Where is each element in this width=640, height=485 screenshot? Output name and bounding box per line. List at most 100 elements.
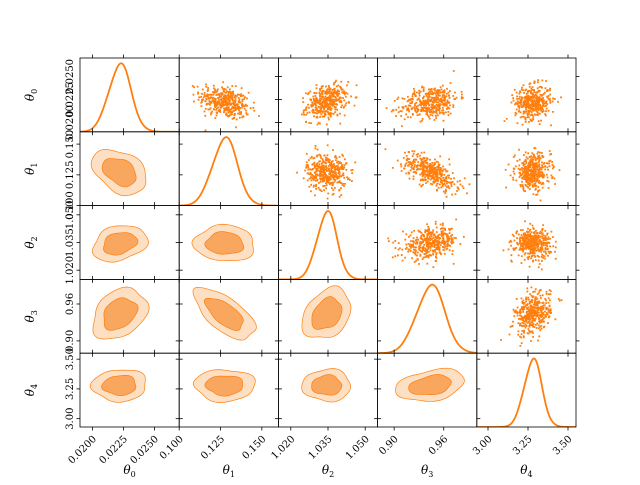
scatter-point bbox=[196, 85, 199, 88]
scatter-point bbox=[541, 228, 544, 231]
scatter-point bbox=[428, 169, 431, 172]
scatter-point bbox=[540, 316, 543, 319]
scatter-point bbox=[505, 117, 508, 120]
scatter-point bbox=[351, 169, 354, 171]
scatter-point bbox=[534, 157, 537, 160]
y-tick-label: 3.00 bbox=[65, 408, 76, 430]
scatter-point bbox=[446, 237, 449, 240]
scatter-point bbox=[325, 85, 327, 88]
scatter-point bbox=[322, 174, 325, 177]
scatter-point bbox=[214, 104, 216, 107]
scatter-point bbox=[549, 250, 552, 253]
scatter-point bbox=[547, 254, 549, 257]
scatter-point bbox=[440, 172, 443, 175]
scatter-point bbox=[314, 112, 317, 114]
scatter-point bbox=[446, 180, 448, 183]
scatter-point bbox=[540, 86, 543, 88]
scatter-point bbox=[526, 170, 528, 173]
scatter-point bbox=[234, 96, 237, 99]
scatter-point bbox=[433, 246, 436, 248]
scatter-point bbox=[532, 323, 535, 326]
scatter-point bbox=[448, 174, 450, 177]
scatter-point bbox=[406, 157, 409, 160]
scatter-point bbox=[327, 160, 330, 163]
scatter-point bbox=[340, 88, 343, 91]
scatter-point bbox=[527, 177, 530, 180]
scatter-point bbox=[423, 172, 425, 174]
scatter-point bbox=[232, 90, 234, 93]
scatter-point bbox=[336, 89, 339, 92]
scatter-point bbox=[324, 112, 326, 115]
scatter-point bbox=[347, 177, 350, 180]
scatter-point bbox=[537, 339, 539, 342]
x-tick-label: 3.50 bbox=[551, 434, 575, 458]
scatter-point bbox=[334, 96, 337, 99]
scatter-point bbox=[333, 106, 336, 108]
scatter-point bbox=[226, 90, 228, 93]
scatter-point bbox=[430, 106, 433, 109]
scatter-point bbox=[522, 188, 525, 190]
scatter-point bbox=[523, 325, 526, 327]
scatter-point bbox=[327, 108, 330, 111]
scatter-point bbox=[525, 180, 527, 183]
scatter-point bbox=[459, 179, 461, 182]
scatter-point bbox=[540, 321, 543, 324]
scatter-point bbox=[421, 175, 424, 178]
scatter-point bbox=[228, 90, 231, 93]
scatter-point bbox=[203, 93, 206, 96]
scatter-point bbox=[213, 92, 216, 95]
scatter-point bbox=[444, 229, 447, 231]
scatter-point bbox=[305, 92, 307, 95]
scatter-point bbox=[450, 239, 453, 242]
scatter-point bbox=[529, 318, 531, 321]
scatter-point bbox=[441, 94, 444, 96]
scatter-point bbox=[330, 187, 333, 190]
scatter-point bbox=[547, 236, 550, 239]
scatter-point bbox=[216, 107, 218, 110]
scatter-point bbox=[333, 164, 335, 167]
scatter-point bbox=[446, 243, 449, 246]
scatter-point bbox=[414, 95, 417, 98]
scatter-point bbox=[241, 102, 244, 105]
scatter-point bbox=[516, 311, 519, 314]
scatter-point bbox=[417, 238, 420, 241]
scatter-point bbox=[407, 235, 410, 238]
scatter-point bbox=[321, 161, 324, 164]
scatter-point bbox=[525, 156, 528, 159]
scatter-point bbox=[534, 169, 536, 172]
scatter-point bbox=[311, 167, 314, 170]
scatter-point bbox=[547, 95, 550, 97]
scatter-point bbox=[325, 170, 328, 172]
scatter-point bbox=[529, 239, 532, 242]
scatter-point bbox=[539, 329, 542, 332]
scatter-point bbox=[410, 108, 413, 111]
scatter-point bbox=[452, 262, 455, 265]
scatter-point bbox=[318, 163, 321, 166]
scatter-point bbox=[341, 88, 344, 91]
contour-inner-theta4-theta0 bbox=[101, 375, 137, 397]
scatter-point bbox=[531, 104, 534, 107]
scatter-point bbox=[515, 102, 517, 105]
scatter-point bbox=[214, 103, 217, 105]
scatter-point bbox=[232, 93, 235, 95]
scatter-point bbox=[529, 248, 532, 251]
scatter-point bbox=[545, 308, 548, 311]
scatter-point bbox=[540, 97, 543, 100]
scatter-point bbox=[447, 176, 450, 179]
label-base: θ bbox=[123, 463, 131, 477]
scatter-point bbox=[331, 94, 334, 97]
scatter-point bbox=[445, 176, 448, 178]
scatter-point bbox=[321, 180, 324, 183]
scatter-point bbox=[530, 314, 532, 316]
scatter-point bbox=[523, 168, 526, 171]
scatter-point bbox=[229, 110, 232, 113]
scatter-point bbox=[451, 241, 454, 244]
scatter-point bbox=[542, 97, 545, 99]
scatter-point bbox=[541, 171, 544, 174]
scatter-point bbox=[442, 119, 445, 122]
scatter-point bbox=[547, 250, 550, 253]
scatter-point bbox=[449, 244, 452, 247]
scatter-point bbox=[521, 169, 524, 172]
scatter-point bbox=[519, 311, 522, 314]
scatter-point bbox=[238, 107, 241, 109]
